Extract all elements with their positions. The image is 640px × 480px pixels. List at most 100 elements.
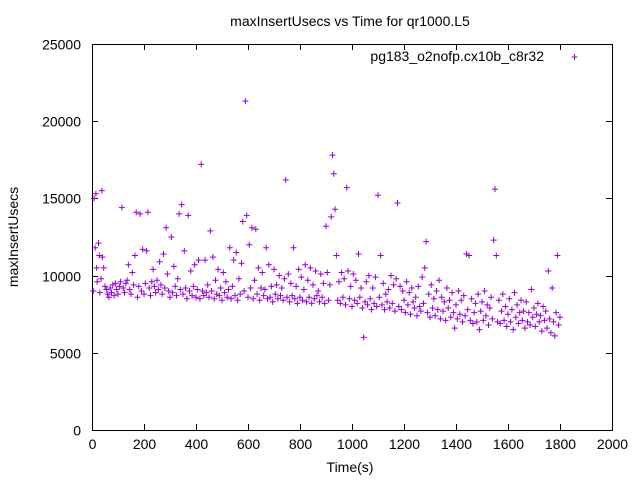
data-point xyxy=(102,283,108,290)
data-point xyxy=(182,284,189,291)
data-point xyxy=(384,298,391,305)
data-point xyxy=(276,272,283,279)
y-tick-label: 0 xyxy=(73,423,81,439)
data-point xyxy=(160,250,167,257)
data-point xyxy=(475,291,482,298)
data-point xyxy=(367,295,374,302)
data-point xyxy=(167,294,173,301)
data-point xyxy=(300,286,307,293)
data-point xyxy=(385,286,392,293)
data-point xyxy=(505,311,511,318)
data-point xyxy=(549,284,556,291)
data-point xyxy=(506,295,513,302)
data-point xyxy=(116,283,123,290)
data-point xyxy=(304,277,311,284)
data-point xyxy=(377,252,384,259)
data-point xyxy=(215,266,222,273)
data-point xyxy=(104,291,111,298)
data-point xyxy=(112,280,119,287)
data-point xyxy=(152,289,159,296)
data-point xyxy=(131,252,138,259)
data-point xyxy=(462,312,469,319)
data-point xyxy=(238,260,245,267)
data-point xyxy=(255,264,262,271)
data-point xyxy=(446,297,453,304)
data-point xyxy=(512,314,519,321)
data-point xyxy=(346,295,353,302)
data-point xyxy=(488,294,495,301)
data-point xyxy=(272,291,279,298)
data-point xyxy=(111,292,118,299)
data-point xyxy=(333,252,340,259)
data-point xyxy=(328,213,335,220)
data-point xyxy=(332,206,339,213)
data-point xyxy=(537,312,544,319)
data-point xyxy=(428,281,435,288)
data-point xyxy=(191,261,198,268)
data-point xyxy=(164,271,171,278)
data-point xyxy=(456,311,463,318)
data-point xyxy=(412,294,419,301)
data-point xyxy=(313,292,320,299)
data-point xyxy=(308,300,315,307)
data-point xyxy=(92,190,99,197)
data-point xyxy=(115,291,121,298)
data-point xyxy=(170,263,177,270)
data-point xyxy=(228,295,235,302)
data-point xyxy=(510,326,517,333)
data-point xyxy=(414,312,420,319)
data-point xyxy=(450,309,457,316)
data-point xyxy=(415,283,422,290)
data-point xyxy=(107,284,114,291)
data-point xyxy=(92,244,99,251)
data-point xyxy=(391,308,398,315)
data-point xyxy=(168,234,175,240)
data-point xyxy=(466,252,472,259)
data-point xyxy=(364,301,371,308)
data-point xyxy=(99,254,106,261)
data-point xyxy=(321,300,328,307)
data-point xyxy=(492,186,498,193)
data-point xyxy=(299,297,306,304)
data-point xyxy=(180,291,186,298)
data-point xyxy=(241,288,248,295)
data-point xyxy=(536,318,543,325)
data-point xyxy=(124,277,131,284)
data-point xyxy=(467,317,474,324)
data-point xyxy=(163,224,170,231)
data-point xyxy=(128,291,134,298)
data-point xyxy=(503,323,510,330)
x-axis: 0 200 400 600 800 1000 1200 1400 1600 1800 2000 xyxy=(89,44,628,452)
data-point xyxy=(172,283,179,290)
data-point xyxy=(501,317,508,324)
data-point xyxy=(293,283,300,290)
data-point xyxy=(515,320,522,327)
data-point xyxy=(280,297,287,304)
data-point xyxy=(471,309,478,316)
data-point xyxy=(531,305,537,312)
data-point xyxy=(445,305,452,312)
data-point xyxy=(359,305,366,312)
data-point xyxy=(307,264,314,271)
legend-label: pg183_o2nofp.cx10b_c8r32 xyxy=(370,48,544,64)
data-point xyxy=(440,308,446,315)
data-point xyxy=(497,320,504,327)
data-point xyxy=(507,318,514,325)
data-point xyxy=(303,298,310,305)
y-tick-label: 20000 xyxy=(42,114,81,130)
data-point xyxy=(246,241,253,248)
data-point xyxy=(493,252,500,259)
y-tick-label: 15000 xyxy=(42,191,81,207)
data-point xyxy=(122,280,129,287)
data-point xyxy=(290,244,297,251)
data-point xyxy=(243,212,250,219)
data-point xyxy=(485,322,492,329)
data-point xyxy=(423,238,430,245)
data-point xyxy=(473,318,480,325)
data-point xyxy=(460,292,467,299)
y-tick-label: 5000 xyxy=(50,346,81,362)
data-point xyxy=(259,269,266,276)
data-point xyxy=(258,284,264,291)
data-point xyxy=(424,309,431,316)
data-point xyxy=(133,209,140,216)
